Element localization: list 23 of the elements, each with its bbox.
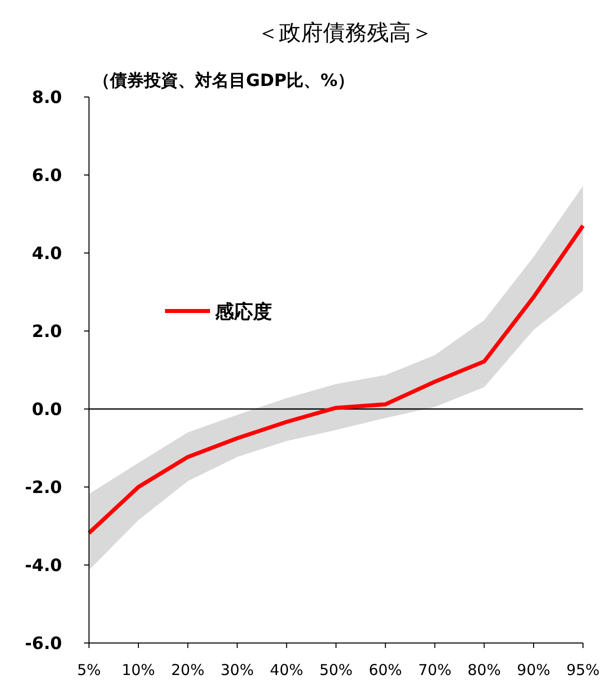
x-tick-label: 10% bbox=[122, 661, 156, 679]
x-tick-label: 70% bbox=[418, 661, 452, 679]
y-tick-label: 4.0 bbox=[32, 244, 62, 264]
y-tick-label: -4.0 bbox=[24, 556, 62, 576]
x-tick-label: 95% bbox=[566, 661, 600, 679]
x-tick-label: 5% bbox=[77, 661, 101, 679]
line-series bbox=[87, 224, 585, 536]
x-tick-label: 20% bbox=[171, 661, 204, 679]
x-tick-label: 90% bbox=[516, 661, 550, 679]
y-tick-label: -6.0 bbox=[24, 634, 62, 654]
chart-title: ＜政府債務残高＞ bbox=[257, 21, 433, 46]
x-tick-label: 40% bbox=[270, 661, 304, 679]
legend-label: 感応度 bbox=[214, 301, 272, 323]
x-tick-label: 30% bbox=[220, 661, 254, 679]
y-tick-label: 6.0 bbox=[32, 166, 62, 186]
x-tick-label: 80% bbox=[468, 661, 501, 679]
x-tick-label: 60% bbox=[368, 661, 402, 679]
y-tick-label: 0.0 bbox=[32, 400, 62, 420]
y-tick-label: 8.0 bbox=[32, 88, 62, 108]
y-axis-title: （債券投資、対名目GDP比、%） bbox=[93, 71, 355, 91]
y-tick-label: 2.0 bbox=[32, 322, 62, 342]
y-tick-label: -2.0 bbox=[24, 478, 62, 498]
x-tick-label: 50% bbox=[319, 661, 353, 679]
